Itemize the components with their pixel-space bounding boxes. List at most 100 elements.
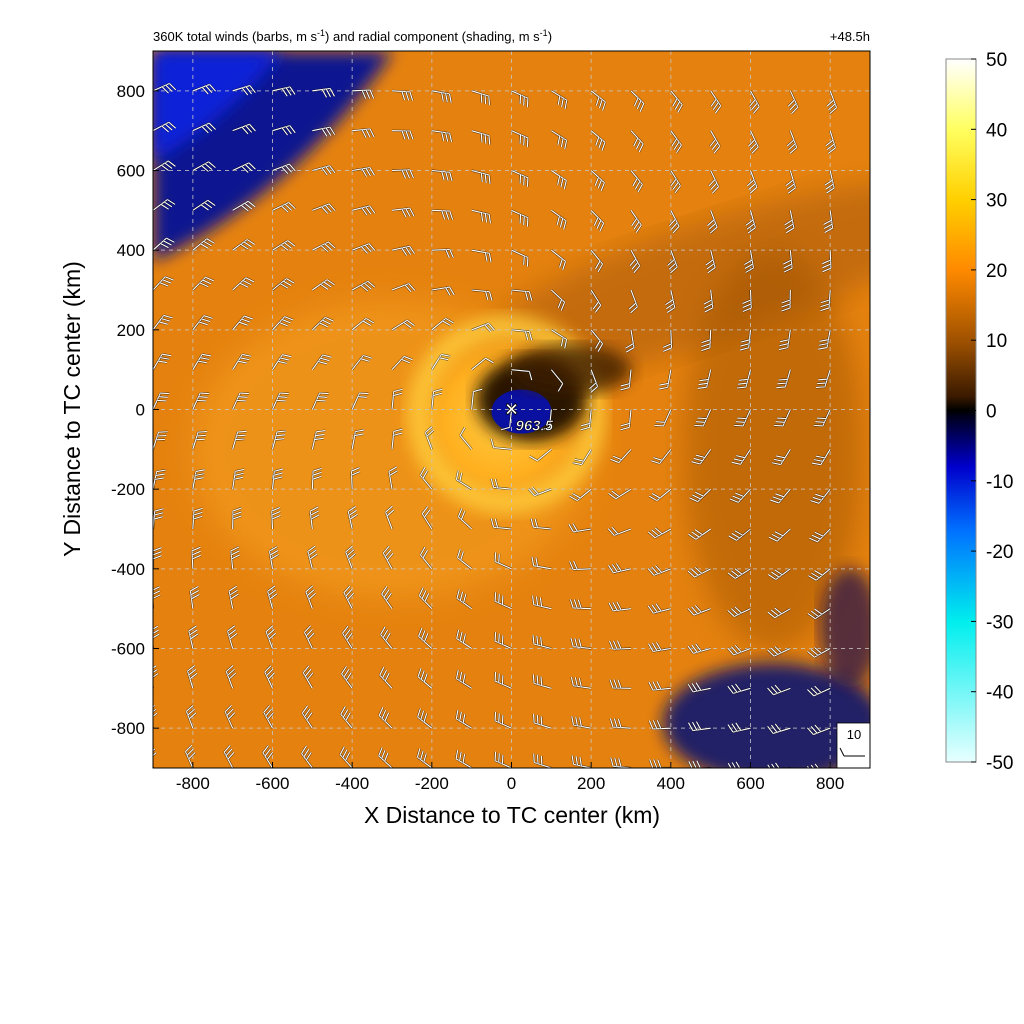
wind-barb [311,316,334,331]
y-tick-label: -400 [111,560,145,579]
wind-barb [540,409,553,431]
wind-barb [391,89,414,101]
wind-barb [493,671,512,690]
wind-barb [624,329,636,354]
wind-barb [568,488,592,502]
wind-barb [378,706,393,729]
wind-barb [728,528,752,542]
wind-barb [669,90,684,114]
plot-area: ×963.5 10 [153,51,870,768]
wind-barb [471,129,491,145]
wind-barb [807,607,831,620]
wind-barb [776,369,792,389]
wind-barb [153,744,157,768]
wind-barb [705,249,717,274]
colorbar-tick-label: 50 [986,50,1007,71]
wind-barb [687,528,712,541]
wind-barb [607,488,632,500]
wind-barb [431,285,456,297]
wind-barb [530,518,552,531]
wind-barb [431,248,455,259]
wind-barb [824,170,836,194]
wind-barb [766,723,791,735]
wind-barb [500,409,513,431]
shading-inflow-region [820,568,870,688]
wind-barb [610,448,632,464]
wind-barb [739,329,752,352]
wind-barb [191,314,213,331]
wind-barb [191,353,212,371]
colorbar-tick-label: 30 [986,191,1007,212]
wind-barb [430,353,451,371]
plot-title: 360K total winds (barbs, m s-1) and radi… [153,28,552,44]
wind-barb [806,646,831,659]
wind-barb [339,746,353,768]
x-tick-label: 0 [507,774,516,793]
wind-barb [709,130,721,154]
wind-barb [352,127,376,139]
wind-barb [192,122,217,134]
wind-barb [232,123,257,135]
wind-barb [340,665,354,689]
wind-barb [767,567,791,581]
wind-barb [225,664,237,689]
wind-barb [263,664,276,689]
wind-barb [806,724,831,736]
wind-barb [815,369,832,389]
wind-barb [390,388,403,410]
wind-barb [647,527,672,539]
wind-barb [300,745,314,768]
wind-barb [421,505,433,530]
x-tick-label: 600 [736,774,764,793]
y-tick-label: 200 [117,321,145,340]
wind-barb [727,606,751,618]
wind-barb [312,87,336,98]
wind-barb [351,317,375,331]
wind-barb [807,567,831,582]
wind-barb [153,391,170,410]
wind-barb [734,409,752,428]
wind-barb [709,90,722,114]
wind-barb [351,204,376,216]
wind-barb [431,129,453,143]
wind-barb [304,585,317,610]
wind-barb [580,409,593,431]
wind-barb [153,121,177,133]
wind-barb [380,585,393,610]
wind-barb [378,666,393,690]
wind-barb [629,249,641,274]
y-tick-label: 600 [117,162,145,181]
wind-barb [350,466,361,490]
wind-barb [471,89,491,106]
wind-barb [590,129,606,152]
wind-barb [727,567,752,580]
wind-barb [455,629,473,650]
wind-barb [271,429,287,450]
wind-barb [351,428,365,450]
colorbar-tick-label: 40 [986,120,1007,141]
wind-barb [664,289,676,314]
wind-barb [271,353,292,371]
wind-barb [351,280,376,292]
wind-barb [550,129,568,150]
wind-barb [687,566,712,579]
colorbar: 50 40 30 20 10 0 -10 -20 -30 -40 -50 [945,50,1013,774]
x-tick-label: -600 [255,774,289,793]
colorbar-tick-label: -10 [986,472,1013,493]
wind-barb [511,209,530,227]
wind-barb [272,163,297,175]
central-pressure-label: 963.5 [516,418,554,435]
wind-barb [785,170,797,195]
wind-barb [668,209,681,234]
reference-barb-key: 10 [836,722,870,768]
reference-barb-label: 10 [847,727,861,742]
wind-barb [729,488,752,504]
wind-barb [231,430,247,450]
y-tick-label: 400 [117,241,145,260]
wind-barb [493,751,512,768]
y-tick-label: -600 [111,640,145,659]
wind-barb [662,329,673,353]
shading-eyewall [407,315,606,514]
wind-barb [493,711,512,730]
wind-barb [192,160,217,173]
